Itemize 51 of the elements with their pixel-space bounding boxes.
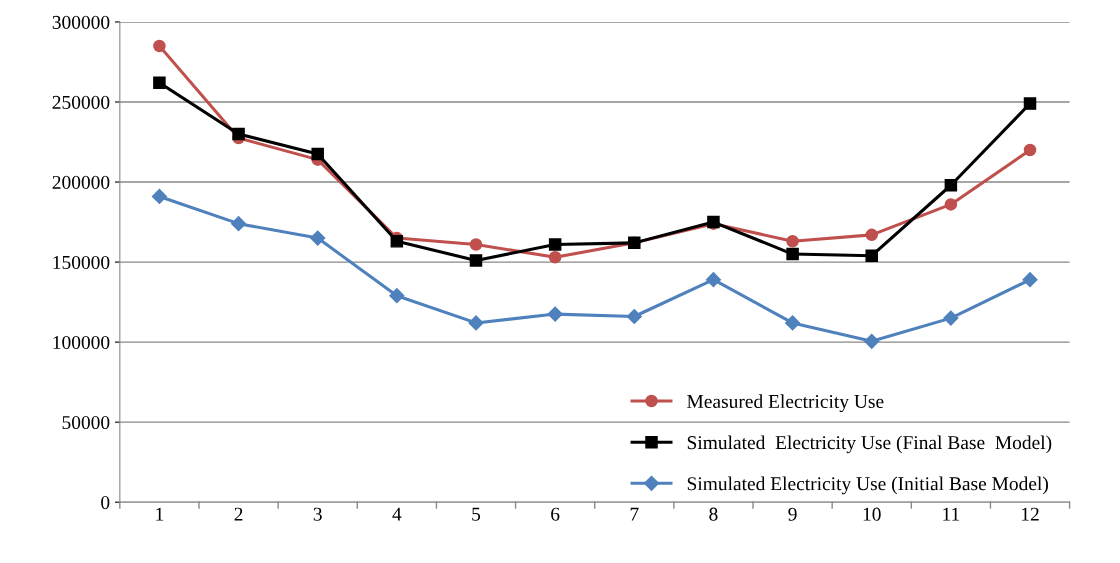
point	[1023, 97, 1037, 110]
x-tick-label: 9	[788, 507, 797, 521]
point	[469, 254, 483, 267]
point	[390, 235, 404, 248]
point	[1023, 143, 1037, 157]
x-tick-label: 3	[313, 507, 322, 521]
point	[786, 247, 799, 261]
x-tick-label: 1	[156, 507, 164, 521]
point	[311, 147, 324, 161]
point	[785, 315, 801, 331]
y-tick-label: 50000	[62, 415, 110, 430]
x-tick-label: 12	[1022, 507, 1039, 521]
point	[153, 39, 166, 53]
point	[864, 333, 880, 349]
y-tick-label: 300000	[52, 15, 110, 29]
point	[232, 127, 245, 141]
y-tick-label: 250000	[52, 95, 110, 109]
point	[865, 228, 878, 242]
point	[230, 216, 247, 232]
point	[865, 249, 878, 262]
point	[1022, 272, 1038, 288]
legend-label: Simulated Electricity Use (Final Base Model)	[687, 435, 1052, 454]
y-tick-label: 200000	[52, 175, 110, 189]
legend-label: Measured Electricity Use	[687, 394, 884, 413]
x-tick-label: 4	[392, 507, 402, 521]
y-tick-label: 100000	[53, 335, 110, 350]
x-tick-label: 8	[709, 507, 718, 521]
y-tick-label: 150000	[53, 255, 110, 270]
legend-label: Simulated Electricity Use (Initial Base Model)	[687, 476, 1048, 495]
point	[944, 178, 958, 192]
point	[151, 188, 167, 205]
point	[626, 308, 642, 325]
y-tick-label: 0	[101, 496, 110, 510]
point	[786, 235, 799, 248]
point	[705, 272, 722, 288]
x-tick-label: 11	[943, 507, 960, 521]
point	[548, 251, 562, 264]
x-tick-label: 7	[630, 507, 639, 521]
point	[548, 238, 562, 251]
point	[153, 76, 166, 90]
point	[944, 198, 958, 211]
x-tick-label: 6	[551, 507, 560, 521]
point	[547, 306, 563, 322]
point	[469, 238, 483, 251]
x-tick-label: 2	[234, 507, 243, 521]
x-tick-label: 10	[863, 507, 881, 521]
point	[389, 288, 405, 304]
x-tick-label: 5	[472, 507, 481, 521]
point	[943, 310, 959, 326]
point	[468, 315, 484, 331]
point	[310, 230, 326, 246]
